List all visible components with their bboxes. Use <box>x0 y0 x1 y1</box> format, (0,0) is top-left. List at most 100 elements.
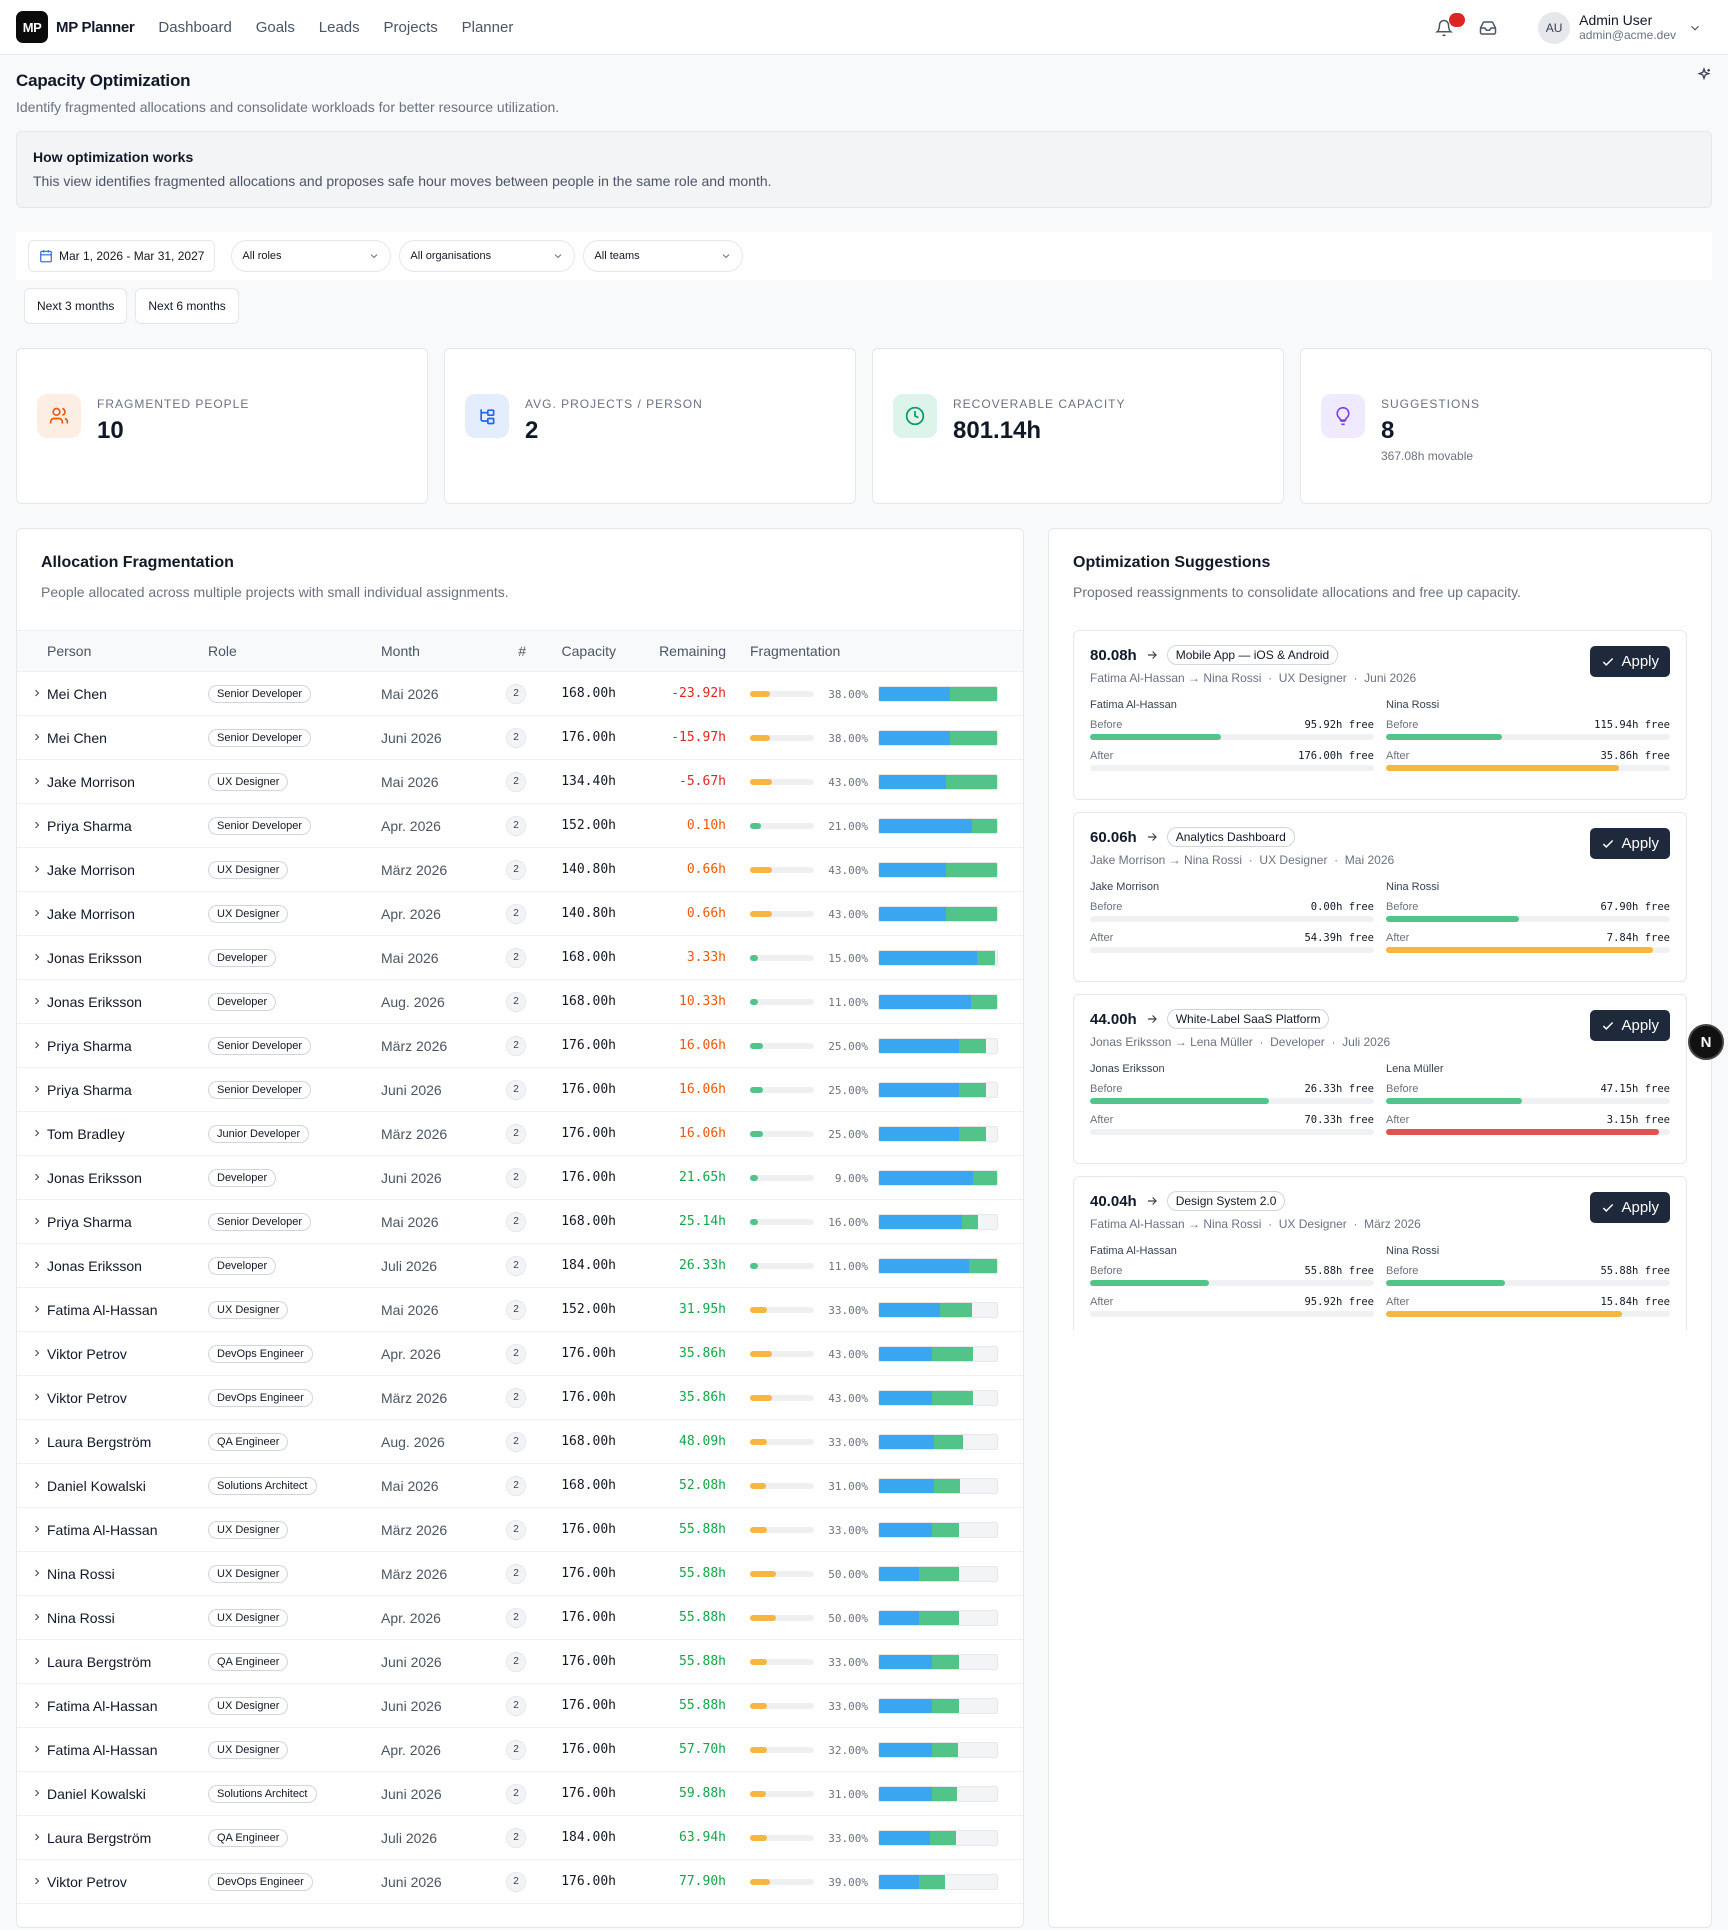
col-person[interactable]: Person <box>47 630 208 672</box>
fragmentation-percent: 33.00% <box>828 1303 868 1317</box>
expand-row-button[interactable] <box>17 1595 47 1640</box>
table-row[interactable]: Fatima Al-Hassan UX Designer März 2026 2… <box>17 1507 1023 1552</box>
expand-row-button[interactable] <box>17 1331 47 1376</box>
nav-projects[interactable]: Projects <box>383 18 438 36</box>
table-row[interactable]: Mei Chen Senior Developer Juni 2026 2 17… <box>17 715 1023 760</box>
chevron-right-icon <box>35 1877 40 1884</box>
expand-row-button[interactable] <box>17 1639 47 1684</box>
preset-next-6-months[interactable]: Next 6 months <box>135 288 239 324</box>
expand-row-button[interactable] <box>17 1551 47 1596</box>
remaining-cell: -15.97h <box>620 715 730 760</box>
nav-planner[interactable]: Planner <box>461 18 514 36</box>
expand-row-button[interactable] <box>17 1507 47 1552</box>
table-row[interactable]: Laura Bergström QA Engineer Juli 2026 2 … <box>17 1815 1023 1860</box>
table-row[interactable]: Viktor Petrov DevOps Engineer Juni 2026 … <box>17 1859 1023 1904</box>
table-row[interactable]: Daniel Kowalski Solutions Architect Mai … <box>17 1463 1023 1508</box>
table-row[interactable]: Priya Sharma Senior Developer Mai 2026 2… <box>17 1199 1023 1244</box>
col-month[interactable]: Month <box>381 630 486 672</box>
fragmentation-percent: 16.00% <box>828 1215 868 1229</box>
expand-row-button[interactable] <box>17 1155 47 1200</box>
expand-row-button[interactable] <box>17 759 47 804</box>
chevron-down-icon[interactable] <box>1688 21 1702 35</box>
table-row[interactable]: Jonas Eriksson Developer Mai 2026 2 168.… <box>17 935 1023 980</box>
table-row[interactable]: Mei Chen Senior Developer Mai 2026 2 168… <box>17 671 1023 716</box>
app-brand[interactable]: MP Planner <box>56 18 135 36</box>
floating-dev-button[interactable]: N <box>1688 1024 1724 1060</box>
table-row[interactable]: Tom Bradley Junior Developer März 2026 2… <box>17 1111 1023 1156</box>
table-row[interactable]: Viktor Petrov DevOps Engineer März 2026 … <box>17 1375 1023 1420</box>
project-count: 2 <box>506 1168 526 1188</box>
col-capacity[interactable]: Capacity <box>534 630 620 672</box>
expand-row-button[interactable] <box>17 1419 47 1464</box>
col-fragmentation[interactable]: Fragmentation <box>730 630 1023 672</box>
expand-row-button[interactable] <box>17 1287 47 1332</box>
user-menu[interactable]: Admin User admin@acme.dev <box>1579 12 1676 43</box>
expand-row-button[interactable] <box>17 1859 47 1904</box>
fragmentation-bar <box>750 1439 814 1446</box>
expand-row-button[interactable] <box>17 1771 47 1816</box>
nav-dashboard[interactable]: Dashboard <box>158 18 232 36</box>
table-row[interactable]: Priya Sharma Senior Developer März 2026 … <box>17 1023 1023 1068</box>
expand-row-button[interactable] <box>17 1815 47 1860</box>
expand-row-button[interactable] <box>17 1023 47 1068</box>
expand-row-button[interactable] <box>17 1683 47 1728</box>
col-count[interactable]: # <box>486 630 534 672</box>
apply-button[interactable]: Apply <box>1590 1010 1670 1041</box>
notifications-button[interactable] <box>1432 12 1466 40</box>
expand-row-button[interactable] <box>17 979 47 1024</box>
table-row[interactable]: Jonas Eriksson Developer Juli 2026 2 184… <box>17 1243 1023 1288</box>
expand-row-button[interactable] <box>17 715 47 760</box>
capacity-bar <box>1090 1280 1374 1286</box>
col-remaining[interactable]: Remaining <box>620 630 730 672</box>
col-role[interactable]: Role <box>208 630 381 672</box>
capacity-cell: 176.00h <box>534 1683 620 1728</box>
expand-row-button[interactable] <box>17 1463 47 1508</box>
app-logo[interactable]: MP <box>16 11 48 43</box>
table-row[interactable]: Fatima Al-Hassan UX Designer Apr. 2026 2… <box>17 1727 1023 1772</box>
expand-row-button[interactable] <box>17 803 47 848</box>
table-row[interactable]: Jonas Eriksson Developer Juni 2026 2 176… <box>17 1155 1023 1200</box>
expand-row-button[interactable] <box>17 935 47 980</box>
fragmentation-percent: 9.00% <box>834 1171 868 1185</box>
preset-next-3-months[interactable]: Next 3 months <box>24 288 128 324</box>
expand-row-button[interactable] <box>17 1243 47 1288</box>
table-row[interactable]: Jake Morrison UX Designer Apr. 2026 2 14… <box>17 891 1023 936</box>
table-row[interactable]: Laura Bergström QA Engineer Aug. 2026 2 … <box>17 1419 1023 1464</box>
table-row[interactable]: Fatima Al-Hassan UX Designer Juni 2026 2… <box>17 1683 1023 1728</box>
apply-button[interactable]: Apply <box>1590 828 1670 859</box>
expand-row-button[interactable] <box>17 1375 47 1420</box>
suggestion-month: Mai 2026 <box>1344 853 1395 867</box>
table-row[interactable]: Priya Sharma Senior Developer Apr. 2026 … <box>17 803 1023 848</box>
capacity-bar <box>1090 916 1374 922</box>
table-row[interactable]: Nina Rossi UX Designer Apr. 2026 2 176.0… <box>17 1595 1023 1640</box>
expand-row-button[interactable] <box>17 891 47 936</box>
sparkles-icon[interactable] <box>1696 67 1712 83</box>
inbox-button[interactable] <box>1476 16 1500 40</box>
user-avatar[interactable]: AU <box>1538 11 1571 44</box>
expand-row-button[interactable] <box>17 1199 47 1244</box>
table-row[interactable]: Jake Morrison UX Designer März 2026 2 14… <box>17 847 1023 892</box>
teams-select[interactable]: All teams <box>583 240 744 272</box>
apply-button[interactable]: Apply <box>1590 1192 1670 1223</box>
table-row[interactable]: Viktor Petrov DevOps Engineer Apr. 2026 … <box>17 1331 1023 1376</box>
table-row[interactable]: Jonas Eriksson Developer Aug. 2026 2 168… <box>17 979 1023 1024</box>
nav-leads[interactable]: Leads <box>318 18 360 36</box>
expand-row-button[interactable] <box>17 1067 47 1112</box>
expand-row-button[interactable] <box>17 1727 47 1772</box>
table-row[interactable]: Fatima Al-Hassan UX Designer Mai 2026 2 … <box>17 1287 1023 1332</box>
roles-select[interactable]: All roles <box>231 240 392 272</box>
table-row[interactable]: Nina Rossi UX Designer März 2026 2 176.0… <box>17 1551 1023 1596</box>
expand-row-button[interactable] <box>17 1111 47 1156</box>
table-row[interactable]: Jake Morrison UX Designer Mai 2026 2 134… <box>17 759 1023 804</box>
organisations-select[interactable]: All organisations <box>399 240 576 272</box>
date-range-picker[interactable]: Mar 1, 2026 - Mar 31, 2027 <box>28 240 216 272</box>
nav-goals[interactable]: Goals <box>255 18 295 36</box>
remaining-cell: 77.90h <box>620 1859 730 1904</box>
table-row[interactable]: Daniel Kowalski Solutions Architect Juni… <box>17 1771 1023 1816</box>
table-row[interactable]: Priya Sharma Senior Developer Juni 2026 … <box>17 1067 1023 1112</box>
table-row[interactable]: Laura Bergström QA Engineer Juni 2026 2 … <box>17 1639 1023 1684</box>
expand-row-button[interactable] <box>17 847 47 892</box>
chevron-right-icon <box>35 1613 40 1620</box>
expand-row-button[interactable] <box>17 671 47 716</box>
apply-button[interactable]: Apply <box>1590 646 1670 677</box>
